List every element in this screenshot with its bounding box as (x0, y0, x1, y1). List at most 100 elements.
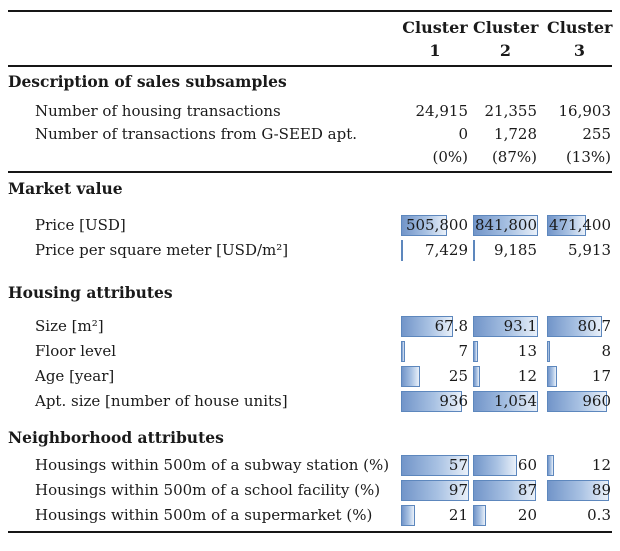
cell-value: 9,185 (494, 241, 537, 259)
value-cell-cluster-2: 87 (473, 480, 538, 501)
section-rows-market: Price [USD] 505,800 841,800 471,400 Price pe… (8, 215, 612, 261)
cell-value: (13%) (565, 148, 611, 166)
data-bar (473, 316, 538, 337)
value-cell-cluster-3: 0.3 (547, 505, 612, 526)
value-cell-cluster-3: (13%) (547, 147, 612, 168)
data-bar (401, 215, 447, 236)
cell-value: 25 (448, 367, 468, 385)
cell-value: 24,915 (415, 102, 469, 120)
cell-value: 20 (517, 506, 537, 524)
cell-value: 12 (591, 456, 611, 474)
value-cell-cluster-3: 960 (547, 391, 612, 412)
cell-value: 841,800 (474, 216, 537, 234)
value-cell-cluster-1: 21 (401, 505, 469, 526)
cluster-summary-table: Cluster Cluster Cluster 1 2 3 Description of … (8, 10, 612, 533)
cell-value: 505,800 (405, 216, 468, 234)
section-separator-rule (8, 171, 612, 173)
data-bar (547, 391, 607, 412)
column-header-cluster-3: Cluster (547, 18, 613, 37)
data-bar (547, 455, 554, 476)
cell-value: 87 (517, 481, 537, 499)
row-label: Age [year] (35, 367, 115, 385)
data-bar (401, 366, 421, 387)
data-bar (473, 505, 486, 526)
section-title-description: Description of sales subsamples (8, 72, 287, 91)
section-rows-description: Number of housing transactions 24,915 21,3… (8, 101, 612, 168)
table-row: Price [USD] 505,800 841,800 471,400 (8, 215, 612, 236)
cell-value: 17 (591, 367, 611, 385)
data-bar (401, 240, 404, 261)
column-header-cluster-2: 2 (499, 41, 512, 60)
header-bottom-rule (8, 65, 612, 67)
table-row: Price per square meter [USD/m²] 7,429 9,18… (8, 240, 612, 261)
value-cell-cluster-1: 25 (401, 366, 469, 387)
row-label: Apt. size [number of house units] (35, 392, 288, 410)
value-cell-cluster-1: 24,915 (401, 101, 469, 122)
value-cell-cluster-2: 20 (473, 505, 538, 526)
value-cell-cluster-3: 89 (547, 480, 612, 501)
row-label: Housings within 500m of a school facilit… (35, 481, 381, 499)
cell-value: 1,728 (494, 125, 537, 143)
cell-value: 21,355 (484, 102, 538, 120)
table-row: Number of housing transactions 24,915 21,3… (8, 101, 612, 122)
value-cell-cluster-2: 21,355 (473, 101, 538, 122)
cell-value: 7,429 (425, 241, 468, 259)
value-cell-cluster-1: 7 (401, 341, 469, 362)
data-bar (473, 341, 479, 362)
section-title-market: Market value (8, 179, 123, 198)
cell-value: 0 (458, 125, 468, 143)
row-label: Number of transactions from G-SEED apt. (35, 125, 357, 143)
cell-value: 80.7 (577, 317, 611, 335)
table-row: Housings within 500m of a school facilit… (8, 480, 612, 501)
section-rows-housing: Size [m²] 67.8 93.1 80.7 Floor level 7 13 8 Age … (8, 316, 612, 412)
value-cell-cluster-3: 255 (547, 124, 612, 145)
cell-value: 1,054 (494, 392, 537, 410)
data-bar (401, 505, 416, 526)
column-header-cluster-3: 3 (573, 41, 586, 60)
value-cell-cluster-3: 80.7 (547, 316, 612, 337)
section-title-housing: Housing attributes (8, 283, 173, 302)
value-cell-cluster-2: 12 (473, 366, 538, 387)
column-header-cluster-2: Cluster (473, 18, 539, 37)
cell-value: 97 (448, 481, 468, 499)
column-header-cluster-1: 1 (429, 41, 441, 60)
value-cell-cluster-3: 5,913 (547, 240, 612, 261)
data-bar (547, 215, 586, 236)
data-bar (401, 455, 469, 476)
value-cell-cluster-3: 8 (547, 341, 612, 362)
data-bar (547, 316, 602, 337)
data-bar (473, 391, 538, 412)
cell-value: 7 (458, 342, 468, 360)
cell-value: (87%) (491, 148, 537, 166)
table-row: Floor level 7 13 8 (8, 341, 612, 362)
cell-value: 255 (582, 125, 611, 143)
table-top-rule (8, 10, 612, 12)
value-cell-cluster-1: 57 (401, 455, 469, 476)
value-cell-cluster-2: 1,054 (473, 391, 538, 412)
table-row: Housings within 500m of a subway station… (8, 455, 612, 476)
value-cell-cluster-1: (0%) (401, 147, 469, 168)
row-label: Floor level (35, 342, 117, 360)
cell-value: (0%) (432, 148, 468, 166)
header-line-word: Cluster Cluster Cluster (8, 16, 612, 39)
cell-value: 16,903 (558, 102, 612, 120)
cell-value: 89 (591, 481, 611, 499)
cell-value: 12 (517, 367, 537, 385)
value-cell-cluster-2: 93.1 (473, 316, 538, 337)
cell-value: 93.1 (503, 317, 537, 335)
row-label (8, 147, 401, 168)
cell-value: 57 (448, 456, 468, 474)
data-bar (473, 366, 481, 387)
data-bar (547, 480, 609, 501)
table-header: Cluster Cluster Cluster 1 2 3 (8, 12, 612, 65)
data-bar (401, 341, 406, 362)
cell-value: 21 (448, 506, 468, 524)
section-rows-neighborhood: Housings within 500m of a subway station… (8, 455, 612, 526)
cell-value: 936 (439, 392, 468, 410)
row-label: Price [USD] (35, 216, 126, 234)
value-cell-cluster-1: 7,429 (401, 240, 469, 261)
table-body: Description of sales subsamples Number of… (8, 72, 612, 526)
value-cell-cluster-2: (87%) (473, 147, 538, 168)
value-cell-cluster-1: 505,800 (401, 215, 469, 236)
cell-value: 60 (517, 456, 537, 474)
